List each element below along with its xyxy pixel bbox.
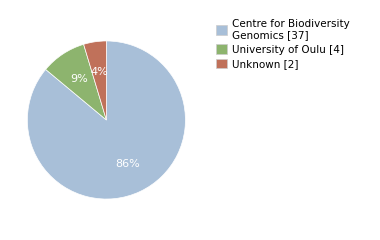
Wedge shape xyxy=(46,44,106,120)
Legend: Centre for Biodiversity
Genomics [37], University of Oulu [4], Unknown [2]: Centre for Biodiversity Genomics [37], U… xyxy=(214,17,352,71)
Text: 4%: 4% xyxy=(90,66,108,77)
Wedge shape xyxy=(84,41,106,120)
Wedge shape xyxy=(27,41,185,199)
Text: 86%: 86% xyxy=(115,159,139,169)
Text: 9%: 9% xyxy=(70,74,88,84)
